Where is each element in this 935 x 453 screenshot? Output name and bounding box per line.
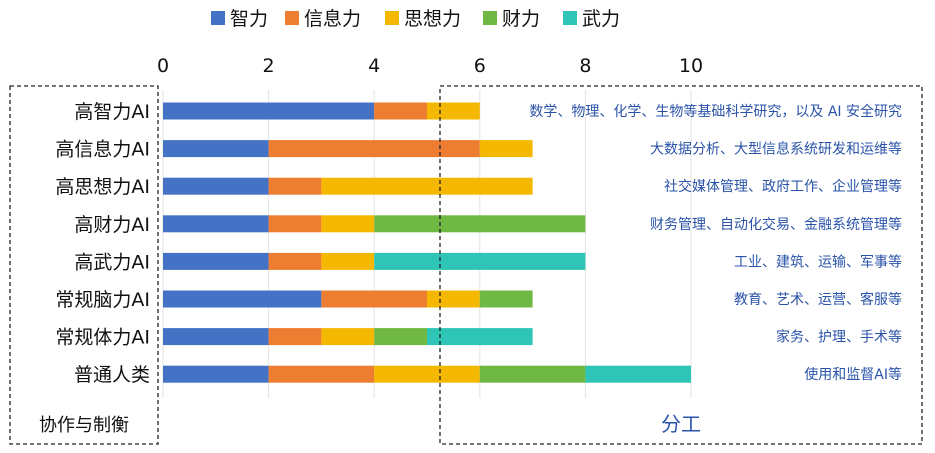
x-tick-label: 2 (263, 55, 275, 77)
annotation-text: 财务管理、自动化交易、金融系统管理等 (650, 216, 902, 233)
category-label: 常规脑力AI (55, 289, 150, 311)
x-tick-label: 8 (579, 55, 591, 77)
y-axis-categories: 高智力AI 高信息力AI 高思想力AI 高财力AI 高武力AI 常规脑力AI 常规体力AI 普… (55, 101, 150, 386)
annotations: 数学、物理、化学、生物等基础科学研究，以及 AI 安全研究大数据分析、大型信息系… (529, 103, 902, 383)
x-tick-label: 0 (157, 55, 169, 77)
bar-segment-信息力 (268, 252, 322, 270)
bar-segment-智力 (163, 365, 269, 383)
legend: 智力 信息力 思想力 财力 武力 (211, 8, 620, 30)
bar-segment-信息力 (321, 290, 427, 308)
bar-segment-思想力 (374, 365, 480, 383)
annotation-text: 家务、护理、手术等 (776, 329, 902, 346)
bar-segment-武力 (427, 328, 533, 346)
bar-segment-信息力 (268, 177, 322, 195)
bar-segment-智力 (163, 140, 269, 158)
legend-label: 武力 (582, 8, 620, 30)
bar-segment-思想力 (321, 252, 375, 270)
bar-segment-信息力 (268, 328, 322, 346)
legend-label: 信息力 (304, 8, 361, 30)
bar-segment-武力 (374, 252, 586, 270)
legend-label: 思想力 (404, 8, 461, 30)
annotation-text: 使用和监督AI等 (804, 366, 902, 383)
bar-segment-思想力 (427, 290, 480, 308)
legend-label: 智力 (230, 8, 268, 30)
category-label: 高思想力AI (55, 176, 150, 198)
legend-label: 财力 (502, 8, 540, 30)
bar-segment-思想力 (321, 215, 375, 233)
legend-swatch-财力 (483, 11, 497, 25)
bar-segment-智力 (163, 290, 322, 308)
category-label: 普通人类 (74, 364, 150, 386)
bar-segment-财力 (374, 328, 427, 346)
category-label: 高信息力AI (55, 139, 150, 161)
annotation-text: 社交媒体管理、政府工作、企业管理等 (664, 178, 902, 195)
bar-segment-财力 (374, 215, 586, 233)
bar-segment-智力 (163, 215, 269, 233)
bar-segment-智力 (163, 328, 269, 346)
bars (163, 102, 691, 383)
bar-segment-信息力 (268, 365, 375, 383)
bar-segment-信息力 (374, 102, 427, 120)
bar-segment-智力 (163, 102, 375, 120)
x-axis-ticks: 0 2 4 6 8 10 (157, 55, 703, 77)
left-box-label: 协作与制衡 (39, 415, 129, 436)
legend-swatch-信息力 (285, 11, 299, 25)
x-tick-label: 10 (679, 55, 703, 77)
annotation-text: 大数据分析、大型信息系统研发和运维等 (650, 141, 902, 158)
legend-swatch-思想力 (385, 11, 399, 25)
x-tick-label: 6 (474, 55, 486, 77)
bar-segment-思想力 (321, 177, 533, 195)
annotation-text: 数学、物理、化学、生物等基础科学研究，以及 AI 安全研究 (529, 103, 902, 120)
bar-segment-财力 (479, 290, 533, 308)
bar-segment-思想力 (427, 102, 480, 120)
bar-segment-智力 (163, 252, 269, 270)
legend-swatch-武力 (563, 11, 577, 25)
gridlines (162, 90, 692, 398)
legend-swatch-智力 (211, 11, 225, 25)
bar-segment-思想力 (321, 328, 375, 346)
bar-segment-信息力 (268, 140, 480, 158)
category-label: 高财力AI (74, 214, 150, 236)
bar-segment-财力 (479, 365, 586, 383)
bar-segment-思想力 (479, 140, 533, 158)
bar-segment-信息力 (268, 215, 322, 233)
bar-segment-智力 (163, 177, 269, 195)
category-label: 高武力AI (74, 251, 150, 273)
annotation-text: 教育、艺术、运营、客服等 (734, 291, 902, 308)
category-label: 常规体力AI (55, 327, 150, 349)
x-tick-label: 4 (368, 55, 380, 77)
right-dashed-box (439, 85, 923, 445)
bar-segment-武力 (585, 365, 691, 383)
annotation-text: 工业、建筑、运输、军事等 (734, 253, 902, 270)
right-box-label: 分工 (661, 412, 701, 436)
category-label: 高智力AI (74, 101, 150, 123)
left-dashed-box (9, 85, 159, 445)
